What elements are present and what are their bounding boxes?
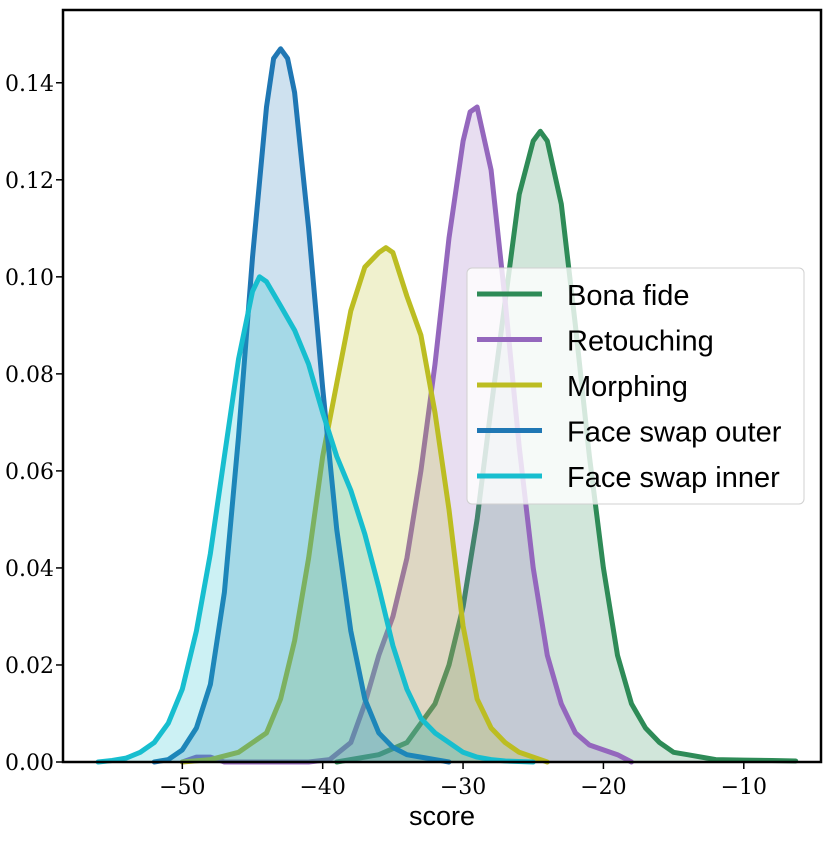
y-tick-label: 0.04 — [5, 557, 54, 582]
y-axis: 0.00 0.02 0.04 0.06 0.08 0.10 0.12 0.14 — [5, 72, 63, 776]
line-bona-fide — [334, 128, 799, 765]
y-tick-label: 0.02 — [5, 654, 54, 679]
area-retouching — [182, 107, 632, 762]
line-face-swap-inner — [95, 274, 536, 765]
y-tick-label: 0.08 — [5, 363, 54, 388]
y-tick-label: 0.12 — [5, 169, 54, 194]
legend-label: Bona fide — [567, 280, 690, 312]
legend-label: Retouching — [567, 326, 714, 358]
x-axis-title: score — [409, 801, 475, 831]
x-tick-label: −50 — [159, 775, 205, 800]
area-face-swap-outer — [154, 48, 449, 763]
y-tick-label: 0.10 — [5, 266, 54, 291]
legend-box — [466, 267, 805, 505]
legend-label: Face swap inner — [567, 462, 780, 494]
x-tick-label: −40 — [299, 775, 345, 800]
area-morphing — [182, 247, 548, 762]
area-face-swap-inner — [98, 276, 534, 762]
legend-label: Face swap outer — [567, 417, 782, 449]
y-tick-label: 0.14 — [5, 72, 54, 97]
plot-frame — [61, 8, 823, 764]
x-axis: −50 −40 −30 −20 −10 — [159, 762, 767, 800]
x-tick-label: −10 — [721, 775, 767, 800]
x-tick-label: −30 — [440, 775, 486, 800]
x-tick-label: −20 — [580, 775, 626, 800]
y-tick-label: 0.06 — [5, 460, 54, 485]
y-tick-label: 0.00 — [5, 751, 54, 776]
legend: Bona fide Retouching Morphing Face swap out… — [466, 267, 805, 505]
line-face-swap-outer — [151, 46, 452, 765]
legend-label: Morphing — [567, 371, 688, 403]
line-morphing — [179, 245, 550, 765]
